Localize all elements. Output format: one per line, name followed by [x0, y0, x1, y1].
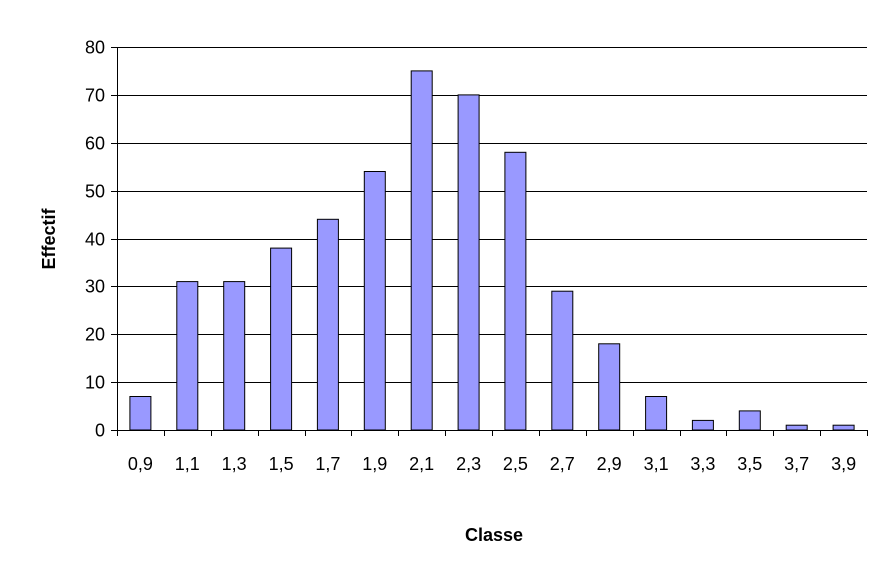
y-tick-label: 70: [85, 86, 105, 106]
y-tick-label: 50: [85, 182, 105, 202]
bar-3-9: [832, 424, 855, 431]
y-tick-label: 10: [85, 373, 105, 393]
bar-3-1: [645, 396, 668, 431]
bar-2-9: [598, 343, 621, 431]
x-tick-label: 1,5: [269, 454, 294, 474]
x-tick-label: 0,9: [128, 454, 153, 474]
x-tick-label: 1,9: [362, 454, 387, 474]
x-tick-label: 2,9: [597, 454, 622, 474]
bar-3-5: [738, 410, 761, 431]
axes: [111, 47, 868, 436]
x-tick-label: 2,7: [550, 454, 575, 474]
y-tick-label: 60: [85, 134, 105, 154]
x-tick-label: 3,1: [644, 454, 669, 474]
x-tick-label: 2,1: [409, 454, 434, 474]
x-tick-label: 1,3: [222, 454, 247, 474]
bar-3-7: [785, 424, 808, 431]
x-tick-label: 1,1: [175, 454, 200, 474]
bar-3-3: [691, 419, 714, 431]
bar-0-9: [129, 396, 152, 431]
x-tick-label: 3,9: [831, 454, 856, 474]
x-tick-label: 3,7: [784, 454, 809, 474]
y-tick-labels: 0 10 20 30 40 50 60 70 80: [85, 38, 105, 441]
bar-1-5: [270, 247, 293, 431]
bar-1-1: [176, 281, 199, 431]
x-tick-label: 3,5: [737, 454, 762, 474]
y-tick-label: 30: [85, 277, 105, 297]
x-tick-label: 2,3: [456, 454, 481, 474]
bar-1-3: [223, 281, 246, 431]
x-tick-labels: 0,9 1,1 1,3 1,5 1,7 1,9 2,1 2,3 2,5 2,7 2,9 3,1 3,3 3…: [128, 454, 856, 474]
bar-2-5: [504, 151, 527, 431]
y-axis-title: Effectif: [39, 207, 59, 269]
x-tick-label: 1,7: [315, 454, 340, 474]
x-axis-title: Classe: [465, 525, 523, 545]
y-tick-label: 40: [85, 230, 105, 250]
bar-1-9: [363, 171, 386, 431]
x-tick-label: 3,3: [690, 454, 715, 474]
bar-2-3: [457, 94, 480, 431]
bar-2-1: [410, 70, 433, 431]
bars: [129, 70, 855, 431]
bar-2-7: [551, 290, 574, 431]
y-tick-label: 0: [95, 421, 105, 441]
y-tick-label: 20: [85, 325, 105, 345]
y-tick-label: 80: [85, 38, 105, 58]
x-tick-label: 2,5: [503, 454, 528, 474]
bar-1-7: [316, 218, 339, 431]
